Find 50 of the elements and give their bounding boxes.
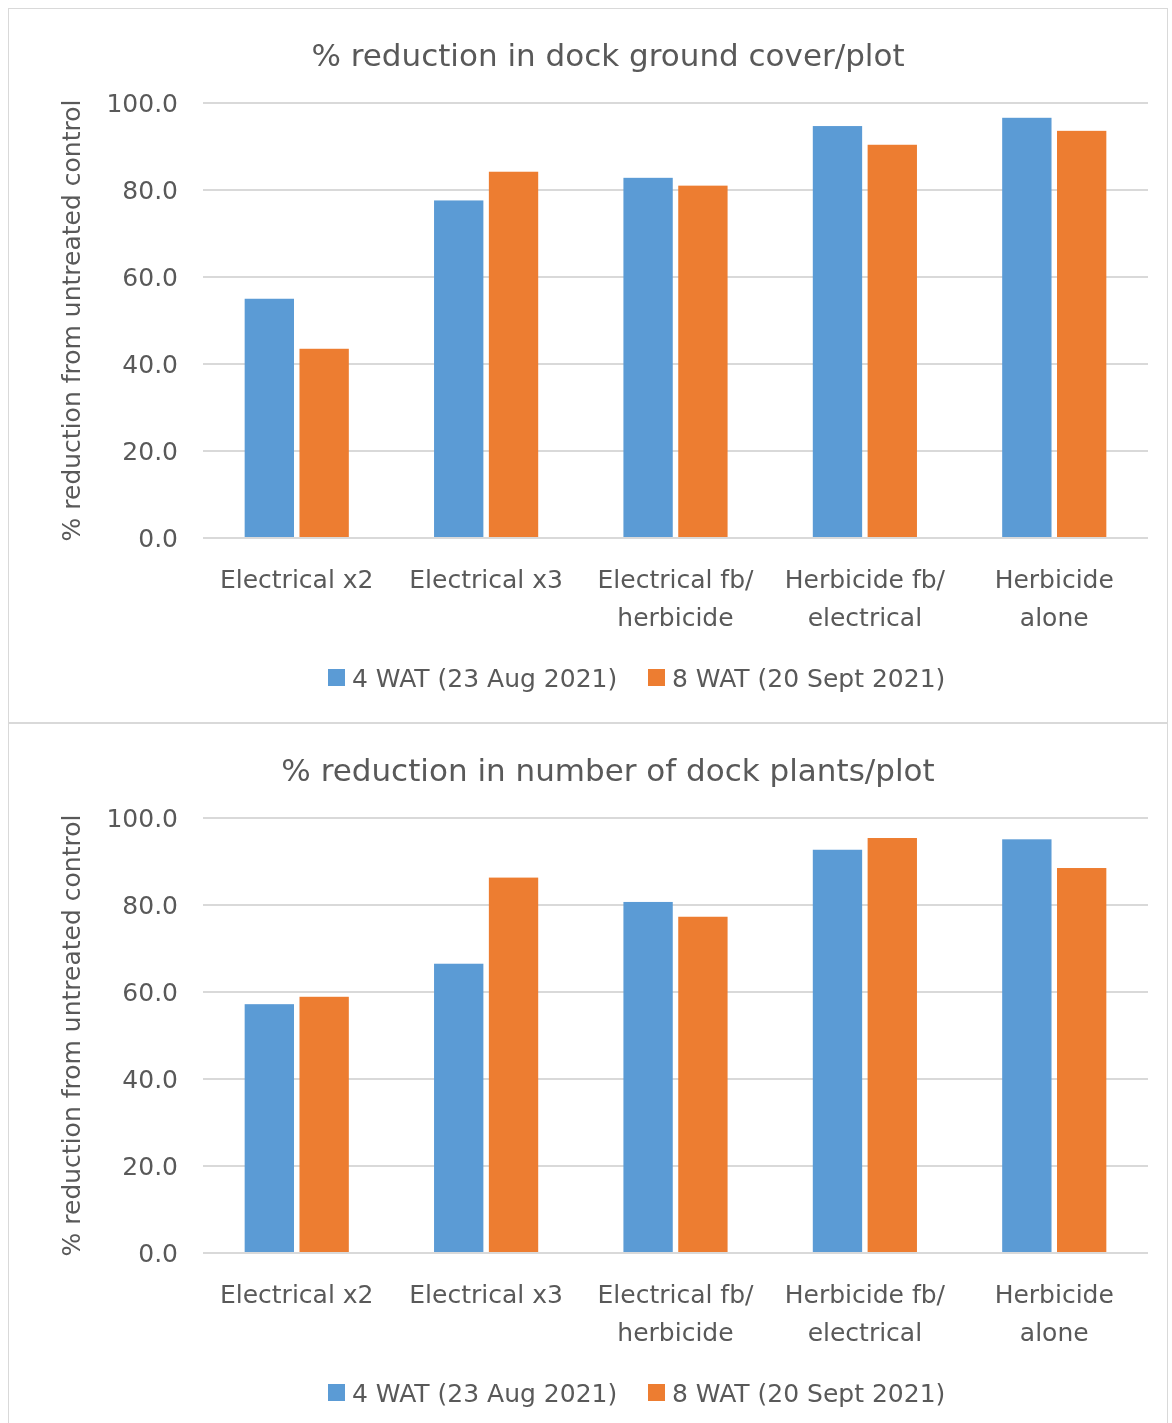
y-tick-label: 20.0 — [122, 436, 178, 466]
bar — [299, 348, 349, 538]
legend-label: 4 WAT (23 Aug 2021) — [352, 1378, 618, 1408]
x-tick-label: Electrical x3 — [409, 565, 563, 594]
y-tick-label: 0.0 — [138, 523, 178, 553]
bar — [434, 963, 484, 1253]
bar — [299, 996, 349, 1253]
x-tick-label: Electrical x2 — [219, 1280, 374, 1309]
bar — [1057, 868, 1107, 1253]
y-axis-title: % reduction from untreated control — [57, 99, 86, 542]
x-tick-label: Electrical fb/ herbicide — [597, 1280, 755, 1347]
y-tick-label: 80.0 — [122, 890, 178, 920]
bar — [867, 144, 917, 538]
legend-label: 4 WAT (23 Aug 2021) — [352, 663, 618, 693]
bar — [244, 1004, 294, 1253]
y-tick-label: 40.0 — [122, 349, 178, 379]
legend-label: 8 WAT (20 Sept 2021) — [672, 663, 946, 693]
bar — [678, 185, 728, 538]
bar — [488, 877, 539, 1253]
y-tick-label: 60.0 — [122, 977, 178, 1007]
y-tick-label: 60.0 — [122, 262, 178, 292]
bar — [1002, 117, 1052, 538]
y-axis-title: % reduction from untreated control — [57, 814, 86, 1257]
y-tick-label: 20.0 — [122, 1151, 178, 1181]
x-tick-label: Herbicide alone — [994, 1280, 1114, 1347]
legend-label: 8 WAT (20 Sept 2021) — [672, 1378, 946, 1408]
bar — [244, 298, 294, 538]
bar — [867, 838, 917, 1253]
y-tick-label: 0.0 — [138, 1238, 178, 1268]
y-tick-label: 80.0 — [122, 175, 178, 205]
bar — [812, 126, 863, 538]
y-tick-label: 100.0 — [106, 88, 178, 118]
bar — [812, 849, 863, 1253]
y-tick-label: 100.0 — [106, 803, 178, 833]
bar — [434, 200, 484, 538]
bar — [488, 171, 539, 538]
chart-title: % reduction in number of dock plants/plot — [281, 752, 935, 788]
bar — [1057, 130, 1107, 538]
chart-title: % reduction in dock ground cover/plot — [311, 37, 905, 73]
bar — [623, 901, 673, 1253]
x-tick-label: Herbicide alone — [994, 565, 1114, 632]
bar — [623, 177, 673, 538]
x-tick-label: Herbicide fb/ electrical — [784, 1280, 946, 1347]
y-tick-label: 40.0 — [122, 1064, 178, 1094]
x-tick-label: Electrical x2 — [219, 565, 374, 594]
x-tick-label: Electrical x3 — [409, 1280, 563, 1309]
bar — [678, 916, 728, 1253]
x-tick-label: Herbicide fb/ electrical — [784, 565, 946, 632]
x-tick-label: Electrical fb/ herbicide — [597, 565, 755, 632]
bar — [1002, 839, 1052, 1253]
